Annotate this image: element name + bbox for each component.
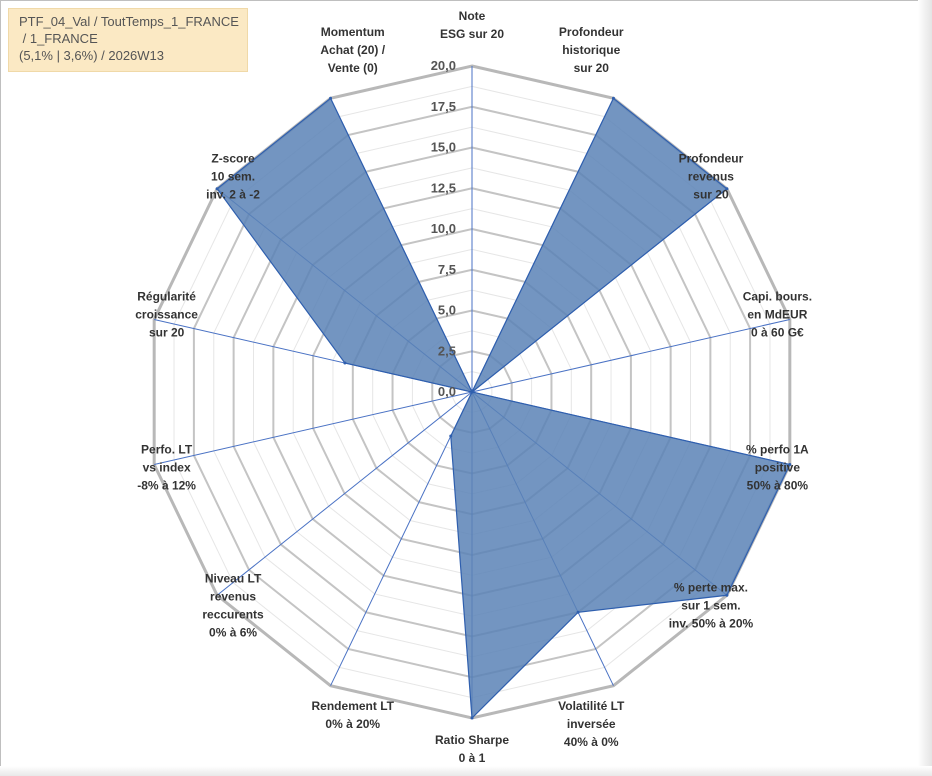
axis-label-line: Niveau LT <box>205 571 262 585</box>
axis-label-line: Ratio Sharpe <box>435 733 509 747</box>
axis-label-line: vs index <box>143 461 191 475</box>
axis-label-line: % perfo 1A <box>746 443 809 457</box>
axis-spoke <box>330 391 473 686</box>
axis-label-line: Profondeur <box>559 25 624 39</box>
tick-label: 2,5 <box>438 343 456 358</box>
frame-shadow-bottom <box>0 766 932 776</box>
frame-shadow-right <box>918 0 932 776</box>
axis-label-line: sur 1 sem. <box>681 598 740 612</box>
axis-label: Régularité croissance sur 20 <box>135 289 198 339</box>
axis-label-line: positive <box>755 461 801 475</box>
axis-label-line: Rendement LT <box>312 699 395 713</box>
data-point <box>215 187 219 191</box>
axis-label: Profondeur revenus sur 20 <box>679 152 744 202</box>
tick-label: 12,5 <box>431 180 456 195</box>
tick-label: 20,0 <box>431 58 456 73</box>
axis-label-line: 50% à 80% <box>747 479 809 493</box>
axis-label-line: Momentum <box>321 25 385 39</box>
axis-label-line: Perfo. LT <box>141 443 193 457</box>
axis-label-line: revenus <box>210 589 256 603</box>
axis-label-line: Achat (20) / <box>320 43 385 57</box>
tick-label: 10,0 <box>431 221 456 236</box>
axis-label-line: 0 à 1 <box>459 751 486 765</box>
axis-label-line: % perte max. <box>674 580 748 594</box>
axis-label-line: croissance <box>135 307 198 321</box>
title-line-1: PTF_04_Val / ToutTemps_1_FRANCE <box>19 14 239 29</box>
axis-spoke <box>154 391 473 466</box>
data-point <box>611 96 615 100</box>
tick-label: 17,5 <box>431 99 456 114</box>
tick-label: 15,0 <box>431 140 456 155</box>
data-point <box>788 463 792 467</box>
axis-label: Momentum Achat (20) / Vente (0) <box>320 25 385 75</box>
axis-label-line: historique <box>562 43 620 57</box>
axis-label-line: Profondeur <box>679 152 744 166</box>
axis-label-line: Capi. bours. <box>743 289 812 303</box>
axis-label: Rendement LT 0% à 20% <box>312 699 395 731</box>
tick-label: 5,0 <box>438 303 456 318</box>
axis-label: Perfo. LT vs index -8% à 12% <box>137 443 196 493</box>
series-area <box>216 97 791 720</box>
axis-label-line: 40% à 0% <box>564 735 619 749</box>
tick-label: 7,5 <box>438 262 456 277</box>
axis-label-line: inv. 2 à -2 <box>206 188 260 202</box>
axis-spoke <box>216 391 473 596</box>
data-point <box>725 187 729 191</box>
chart-title-box: PTF_04_Val / ToutTemps_1_FRANCE / 1_FRAN… <box>8 8 248 72</box>
axis-label-line: Vente (0) <box>328 61 378 75</box>
axis-label: Capi. bours. en MdEUR 0 à 60 G€ <box>743 289 812 339</box>
data-point <box>343 361 347 365</box>
axis-label-line: Z-score <box>211 152 255 166</box>
axis-label-line: inv. 50% à 20% <box>669 616 754 630</box>
axis-label-line: Régularité <box>137 289 196 303</box>
data-point <box>329 96 333 100</box>
title-line-2: / 1_FRANCE <box>19 31 98 46</box>
axis-spoke <box>471 318 790 393</box>
axis-label-line: reccurents <box>202 607 264 621</box>
axis-label-line: sur 20 <box>693 188 729 202</box>
axis-label-line: 10 sem. <box>211 170 255 184</box>
axis-label-line: en MdEUR <box>747 307 807 321</box>
data-point <box>725 593 729 597</box>
axis-label-line: 0% à 6% <box>209 625 257 639</box>
axis-label-line: Note <box>459 9 486 23</box>
axis-label: Niveau LT revenus reccurents 0% à 6% <box>202 571 264 639</box>
axis-label-line: 0% à 20% <box>325 717 380 731</box>
axis-label-line: inversée <box>567 717 616 731</box>
axis-label-line: 0 à 60 G€ <box>751 325 804 339</box>
tick-label: 0,0 <box>438 384 456 399</box>
axis-label: Z-score 10 sem. inv. 2 à -2 <box>206 152 260 202</box>
axis-label-line: ESG sur 20 <box>440 27 504 41</box>
data-point <box>576 610 580 614</box>
title-line-3: (5,1% | 3,6%) / 2026W13 <box>19 48 165 63</box>
data-point <box>470 716 474 720</box>
axis-label: Ratio Sharpe 0 à 1 <box>435 733 509 765</box>
axis-label: Volatilité LT inversée 40% à 0% <box>558 699 625 749</box>
axis-label: % perfo 1A positive 50% à 80% <box>746 443 809 493</box>
axis-label-line: sur 20 <box>149 325 185 339</box>
axis-label-line: -8% à 12% <box>137 479 196 493</box>
axis-label: Note ESG sur 20 <box>440 9 504 41</box>
axis-label-line: sur 20 <box>574 61 610 75</box>
data-point <box>449 434 453 438</box>
axis-label: % perte max. sur 1 sem. inv. 50% à 20% <box>669 580 754 630</box>
axis-label-line: revenus <box>688 170 734 184</box>
axis-label: Profondeur historique sur 20 <box>559 25 624 75</box>
axis-label-line: Volatilité LT <box>558 699 625 713</box>
data-point <box>470 390 474 394</box>
